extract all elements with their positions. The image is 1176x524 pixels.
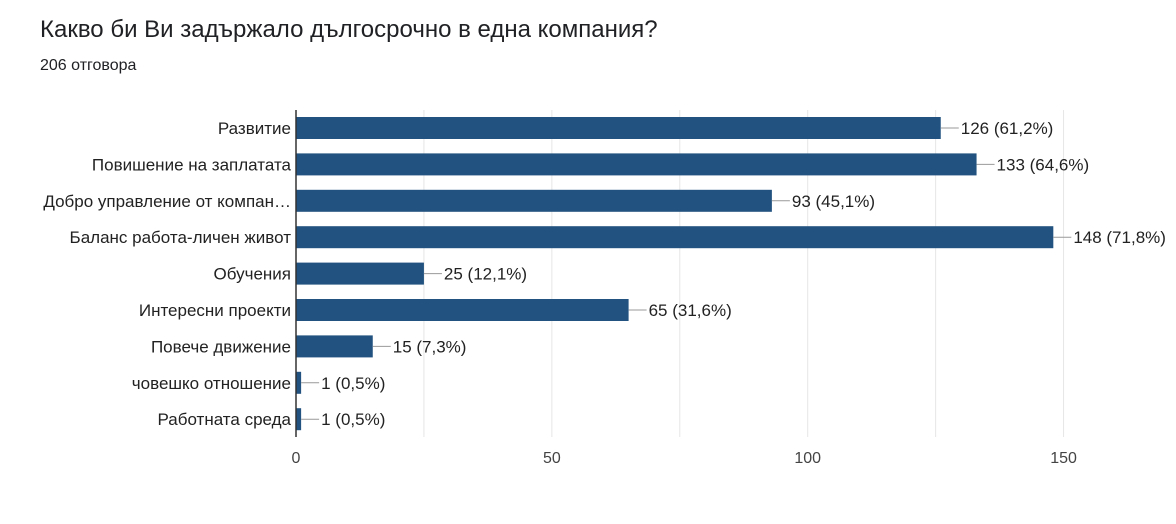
bar-1 — [296, 117, 941, 139]
bar-6 — [296, 299, 629, 321]
bar-5 — [296, 262, 424, 285]
category-label: Добро управление от компан… — [43, 192, 291, 211]
chart-title: Какво би Ви задържало дългосрочно в една… — [40, 16, 658, 43]
category-labels: Развитие Повишение на заплатата Добро упра… — [43, 119, 291, 429]
category-label: Работната среда — [158, 410, 292, 429]
bar-9 — [296, 408, 302, 431]
value-label: 126 (61,2%) — [961, 119, 1054, 138]
value-label: 15 (7,3%) — [393, 337, 467, 356]
category-label: Повече движение — [151, 337, 291, 356]
value-labels: 126 (61,2%) 133 (64,6%) 93 (45,1%) 148 (71,… — [321, 119, 1166, 429]
x-tick-labels: 0 50 100 150 — [292, 450, 1077, 467]
x-tick-label: 50 — [543, 450, 561, 467]
value-label: 1 (0,5%) — [321, 374, 385, 393]
value-label: 93 (45,1%) — [792, 192, 875, 211]
category-label: Баланс работа-личен живот — [70, 228, 292, 247]
category-label: Интересни проекти — [139, 301, 291, 320]
value-label: 25 (12,1%) — [444, 265, 527, 284]
bars — [296, 117, 1054, 431]
category-label: Обучения — [214, 265, 292, 284]
value-label: 148 (71,8%) — [1073, 228, 1166, 247]
category-label: Повишение на заплатата — [92, 155, 292, 174]
value-label: 133 (64,6%) — [997, 155, 1090, 174]
bar-3 — [296, 189, 772, 212]
value-label: 1 (0,5%) — [321, 410, 385, 429]
leader-lines — [301, 127, 1072, 420]
value-label: 65 (31,6%) — [649, 301, 732, 320]
bar-7 — [296, 335, 373, 358]
category-label: Развитие — [218, 119, 291, 138]
x-tick-label: 100 — [794, 450, 821, 467]
bar-4 — [296, 226, 1054, 249]
x-tick-label: 150 — [1050, 450, 1077, 467]
bar-2 — [296, 153, 977, 176]
category-label: човешко отношение — [132, 374, 291, 393]
response-count: 206 отговора — [40, 57, 137, 74]
bar-8 — [296, 371, 302, 394]
x-tick-label: 0 — [292, 450, 301, 467]
